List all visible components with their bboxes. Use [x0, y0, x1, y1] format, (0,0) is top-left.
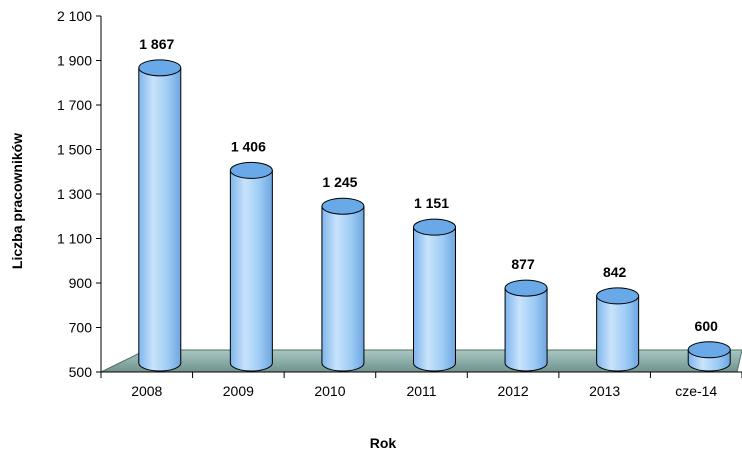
x-tick-label: cze-14 [675, 383, 717, 399]
bar-top [596, 287, 640, 305]
x-tick-label: 2011 [406, 383, 436, 399]
bar-top [229, 161, 273, 179]
y-axis-title: Liczba pracowników [9, 133, 25, 269]
data-label: 1 867 [139, 36, 174, 52]
x-tick-label: 2009 [223, 383, 254, 399]
x-tick-label: 2010 [314, 383, 345, 399]
axes: 500 700 900 1 100 1 300 1 500 1 700 1 900 2 100 2… [57, 8, 742, 399]
bar-body [229, 169, 273, 372]
bar-2013 [596, 287, 640, 372]
y-tick-label: 1 900 [57, 53, 92, 69]
bar-body [138, 67, 182, 372]
bar-top [138, 59, 182, 77]
y-tick-label: 500 [69, 364, 93, 380]
bar-cze-14 [687, 341, 731, 372]
y-tick-label: 900 [69, 275, 93, 291]
bar-2008 [138, 59, 182, 372]
x-tick-label: 2012 [497, 383, 528, 399]
bar-2010 [321, 197, 365, 372]
x-tick-label: 2013 [589, 383, 620, 399]
x-tick-label: 2008 [131, 383, 162, 399]
bars [138, 59, 731, 372]
bar-2012 [504, 279, 548, 372]
data-label: 1 245 [322, 174, 357, 190]
bar-top [687, 341, 731, 359]
y-tick-label: 1 300 [57, 186, 92, 202]
data-label: 1 151 [414, 195, 449, 211]
y-tick-label: 1 500 [57, 142, 92, 158]
data-label: 842 [603, 264, 627, 280]
bar-body [504, 287, 548, 372]
y-tick-label: 2 100 [57, 8, 92, 24]
x-axis-title: Rok [370, 435, 397, 451]
bar-top [321, 197, 365, 215]
bar-body [413, 226, 456, 372]
bar-top [413, 218, 456, 236]
bar-body [596, 295, 640, 372]
bar-2009 [229, 161, 273, 372]
data-labels: 1 867 1 406 1 245 1 151 877 842 600 [139, 36, 718, 334]
y-tick-label: 700 [69, 320, 93, 336]
data-label: 1 406 [231, 138, 266, 154]
y-tick-label: 1 100 [57, 231, 92, 247]
bar-2011 [413, 218, 456, 372]
data-label: 600 [695, 318, 719, 334]
y-tick-label: 1 700 [57, 97, 92, 113]
bar-top [504, 279, 548, 297]
bar-body [321, 205, 365, 372]
data-label: 877 [511, 256, 535, 272]
